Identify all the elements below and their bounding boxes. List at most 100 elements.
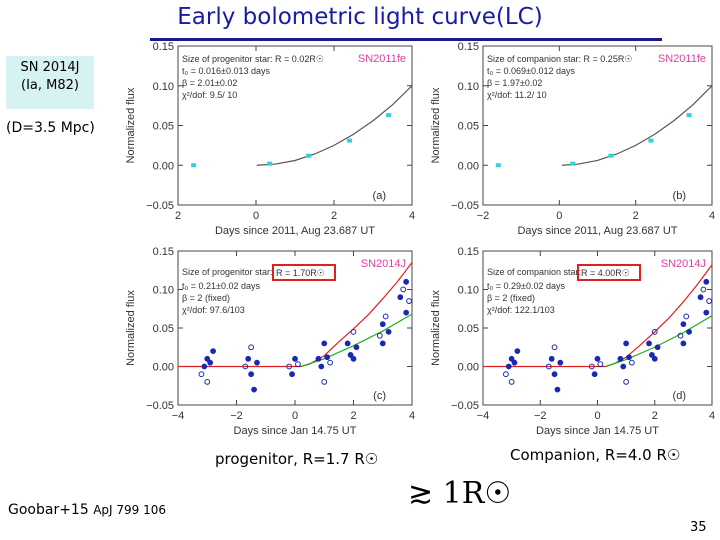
sn-name: SN 2014J [20, 60, 80, 75]
data-point [198, 371, 205, 378]
y-tick-label: 0.00 [153, 362, 174, 374]
chart-panel-d: −0.05 0.00 0.05 0.10 0.15 −4 −2 0 2 4 Days since J… [425, 245, 720, 440]
data-point [686, 328, 693, 335]
fit-annotation: Size of companion star: [487, 267, 581, 277]
data-point [248, 371, 255, 378]
model-curve [561, 85, 713, 166]
fit-annotation: χ²/dof: 122.1/103 [487, 305, 555, 315]
chart-panel-c: −0.05 0.00 0.05 0.10 0.15 −4 −2 0 2 4 Days since J… [120, 245, 420, 440]
fit-annotation-radius: R = 4.00R☉ [581, 268, 630, 278]
data-point [289, 371, 295, 378]
data-point [347, 352, 354, 358]
data-point [503, 371, 509, 378]
data-point [680, 321, 687, 328]
data-point [400, 286, 407, 293]
data-point [327, 359, 334, 366]
x-tick-label: −4 [477, 410, 490, 422]
x-axis-label: Days since Jan 14.75 UT [536, 425, 659, 437]
data-point [191, 163, 197, 168]
data-point [267, 161, 273, 166]
fit-annotation: χ²/dof: 11.2/ 10 [487, 90, 547, 100]
y-tick-label: 0.15 [458, 41, 479, 53]
y-axis-label: Normalized flux [430, 87, 442, 163]
data-point [623, 379, 630, 385]
y-tick-label: 0.15 [458, 246, 479, 258]
fit-annotation: t₀ = 0.016±0.013 days [182, 66, 270, 76]
data-point [321, 340, 328, 347]
fit-annotation: Size of progenitor star: R = 0.02R☉ [182, 54, 324, 64]
data-point [703, 309, 710, 316]
x-tick-label: 4 [709, 410, 715, 422]
data-point [620, 363, 627, 370]
data-point [651, 328, 658, 335]
x-tick-label: 0 [556, 210, 562, 222]
y-tick-label: 0.10 [153, 81, 174, 93]
chart-c: −0.05 0.00 0.05 0.10 0.15 −4 −2 0 2 4 Days since J… [125, 246, 415, 437]
data-point [210, 348, 216, 354]
data-point [703, 278, 710, 285]
data-point [347, 138, 353, 143]
data-point [648, 138, 654, 143]
x-tick-label: 0 [253, 210, 259, 222]
sn-label: SN2011fe [658, 53, 706, 65]
data-point [588, 363, 595, 370]
x-tick-label: 2 [175, 210, 181, 222]
panel-letter: (d) [673, 390, 686, 402]
data-point [557, 359, 564, 366]
data-point [385, 328, 392, 335]
data-point [254, 359, 260, 366]
data-point [608, 153, 614, 158]
citation-main: Goobar+15 [8, 502, 89, 518]
data-point [382, 313, 389, 320]
data-point [548, 355, 555, 362]
slide-title: Early bolometric light curve(LC) [177, 4, 543, 30]
distance-label: (D=3.5 Mpc) [6, 120, 95, 136]
radius-highlight-box [272, 264, 336, 281]
chart-b: −0.05 0.00 0.05 0.10 0.15 −2 0 2 4 Days since 201… [430, 41, 715, 237]
x-tick-label: 0 [292, 410, 298, 422]
x-tick-label: 2 [633, 210, 639, 222]
data-point [700, 286, 707, 293]
x-tick-label: 2 [652, 410, 658, 422]
y-tick-label: −0.05 [146, 200, 174, 212]
data-point [594, 355, 601, 362]
data-point [677, 332, 684, 339]
radius-formula: ≳ 1R☉ [408, 476, 512, 511]
data-point [554, 386, 561, 393]
y-axis-label: Normalized flux [125, 290, 137, 366]
y-tick-label: 0.05 [153, 121, 174, 133]
data-point [623, 340, 630, 347]
sn-host: (Ia, M82) [21, 78, 79, 93]
chart-d: −0.05 0.00 0.05 0.10 0.15 −4 −2 0 2 4 Days since J… [430, 246, 715, 437]
data-point [248, 344, 255, 351]
fit-annotation: χ²/dof: 9.5/ 10 [182, 90, 237, 100]
x-tick-label: −4 [172, 410, 185, 422]
radius-highlight-box [577, 264, 641, 281]
x-tick-label: 4 [709, 210, 715, 222]
panel-letter: (a) [373, 190, 386, 202]
chart-panel-a: −0.05 0.00 0.05 0.10 0.15 2 0 2 4 Days since 2011… [120, 40, 420, 240]
data-point [251, 386, 257, 393]
data-point [505, 363, 512, 370]
data-point [617, 355, 624, 362]
data-point [321, 379, 328, 385]
panel-letter: (b) [673, 190, 686, 202]
chart-a: −0.05 0.00 0.05 0.10 0.15 2 0 2 4 Days since 2011… [125, 41, 415, 237]
caption-progenitor: progenitor, R=1.7 R☉ [215, 450, 379, 468]
x-axis-label: Days since Jan 14.75 UT [234, 425, 357, 437]
fit-annotation: χ²/dof: 97.6/103 [182, 305, 245, 315]
y-tick-label: −0.05 [146, 400, 174, 412]
data-point [286, 363, 293, 370]
data-point [706, 298, 713, 304]
model-curve-green [300, 313, 413, 368]
data-point [511, 359, 518, 366]
data-point [680, 340, 687, 347]
data-point [204, 379, 211, 385]
y-tick-label: 0.15 [153, 41, 174, 53]
y-tick-label: 0.10 [153, 285, 174, 297]
sn-label: SN2014J [661, 258, 706, 270]
x-tick-label: −2 [230, 410, 243, 422]
y-tick-label: 0.00 [458, 362, 479, 374]
y-tick-label: −0.05 [451, 400, 479, 412]
data-point [306, 153, 312, 158]
